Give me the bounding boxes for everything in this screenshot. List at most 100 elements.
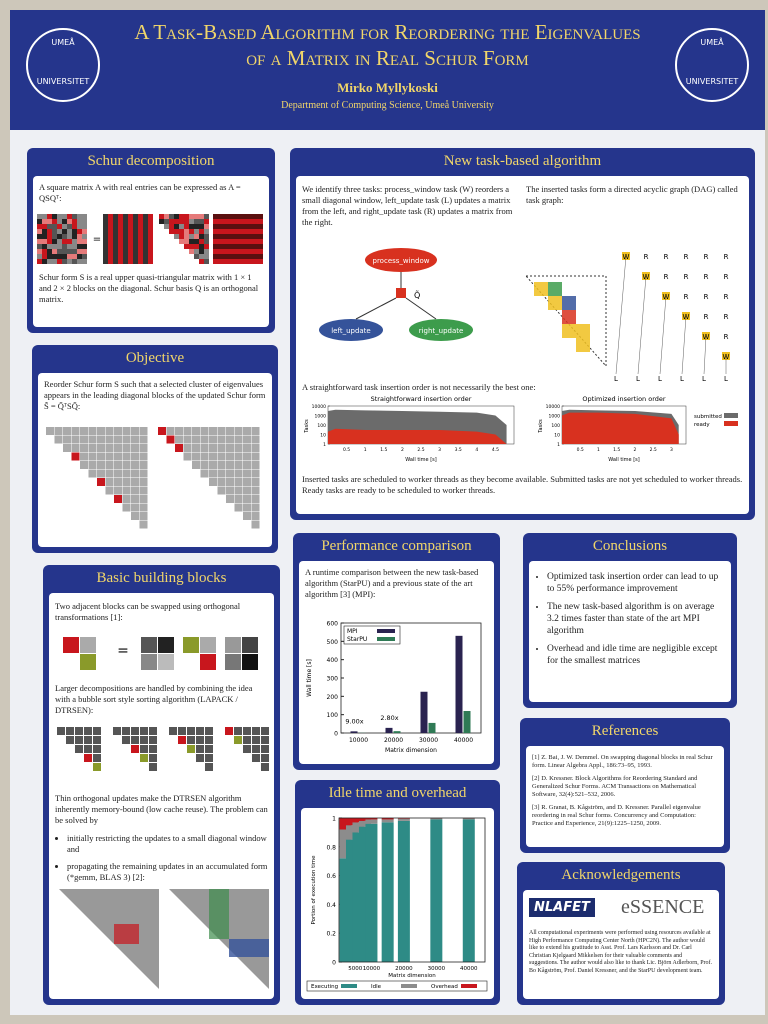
logo-text: UNIVERSITET	[685, 77, 739, 86]
cell	[243, 435, 251, 444]
cell	[199, 239, 204, 244]
cell	[37, 254, 42, 259]
cell	[77, 254, 82, 259]
cell	[248, 219, 253, 224]
cell	[114, 435, 122, 444]
cell	[194, 249, 199, 254]
cell	[123, 254, 128, 259]
cell	[251, 512, 260, 520]
cell	[234, 736, 242, 744]
cell	[148, 219, 153, 224]
y-tick-label: 500	[327, 639, 339, 646]
cell	[238, 214, 243, 219]
cell	[226, 435, 234, 444]
cell	[196, 727, 204, 735]
logo: NLAFET	[529, 898, 595, 917]
cell	[105, 486, 114, 495]
cell	[47, 214, 52, 219]
cell	[228, 224, 233, 229]
cell	[534, 282, 548, 296]
cell	[187, 745, 195, 753]
cell	[42, 224, 47, 229]
cell	[205, 754, 213, 762]
cell	[174, 219, 179, 224]
dag-label: R	[664, 273, 669, 281]
cell	[248, 249, 253, 254]
title-line: A Task-Based Algorithm for Reordering th…	[134, 20, 641, 44]
cell	[37, 244, 42, 249]
cell	[226, 427, 234, 435]
cell	[82, 229, 87, 234]
cell	[218, 244, 223, 249]
cell	[148, 229, 153, 234]
box-body: A square matrix A with real entries can …	[33, 176, 269, 327]
cell	[183, 427, 192, 435]
legend-swatch	[401, 984, 417, 988]
cell	[233, 239, 238, 244]
x-label: Matrix dimension	[385, 747, 437, 754]
cell	[209, 461, 217, 469]
cell	[562, 296, 576, 310]
cell	[233, 234, 238, 239]
cell	[204, 229, 209, 234]
cell	[139, 503, 148, 512]
x-tick-label: 30000	[428, 966, 446, 972]
cell	[131, 495, 139, 503]
cell	[243, 461, 251, 469]
references-box: References [1] Z. Bai, J. W. Demmel. On …	[520, 718, 730, 853]
dag-label: R	[644, 253, 649, 261]
text: Reorder Schur form S such that a selecte…	[44, 379, 266, 411]
cell	[179, 239, 184, 244]
cell	[114, 452, 122, 461]
text: A runtime comparison between the new tas…	[305, 567, 479, 599]
cell	[131, 469, 139, 478]
cell	[184, 229, 189, 234]
node-right	[409, 319, 473, 341]
cell	[209, 444, 217, 452]
cell	[258, 259, 263, 264]
cell	[243, 478, 251, 486]
cell	[238, 244, 243, 249]
cell	[238, 259, 243, 264]
bar-segment	[397, 820, 410, 962]
cell	[97, 461, 105, 469]
cell	[194, 219, 199, 224]
equals: =	[93, 234, 101, 245]
text: Larger decompositions are handled by com…	[55, 683, 253, 715]
cell	[251, 469, 260, 478]
y-tick-label: 1000	[315, 414, 327, 420]
cell	[194, 224, 199, 229]
cell	[62, 229, 67, 234]
cell	[57, 234, 62, 239]
box-title: Objective	[125, 350, 185, 366]
cell	[138, 224, 143, 229]
update	[229, 939, 269, 957]
cell	[258, 219, 263, 224]
cell	[158, 654, 174, 670]
cell	[238, 224, 243, 229]
cell	[138, 229, 143, 234]
y-tick-label: 1	[557, 442, 560, 448]
y-tick-label: 100	[317, 423, 326, 429]
cell	[123, 259, 128, 264]
cell	[118, 244, 123, 249]
cell	[253, 239, 258, 244]
cell	[189, 229, 194, 234]
cell	[234, 435, 243, 444]
logo: UMEÅ UNIVERSITET	[26, 28, 100, 102]
perf-box: Performance comparison A runtime compari…	[293, 533, 500, 770]
cell	[128, 224, 133, 229]
cell	[93, 754, 101, 762]
cell	[205, 727, 213, 735]
insertion-charts: Straightforward insertion order Tasks Wall…	[304, 395, 738, 463]
cell	[105, 427, 114, 435]
text: A straightforward task insertion order i…	[302, 382, 536, 392]
cell	[131, 727, 139, 735]
box-body: A runtime comparison between the new tas…	[299, 561, 494, 764]
cell	[548, 296, 562, 310]
dag-label: L	[724, 375, 728, 383]
cell	[138, 249, 143, 254]
dag-label: R	[684, 253, 689, 261]
cell	[88, 435, 97, 444]
cell	[47, 239, 52, 244]
